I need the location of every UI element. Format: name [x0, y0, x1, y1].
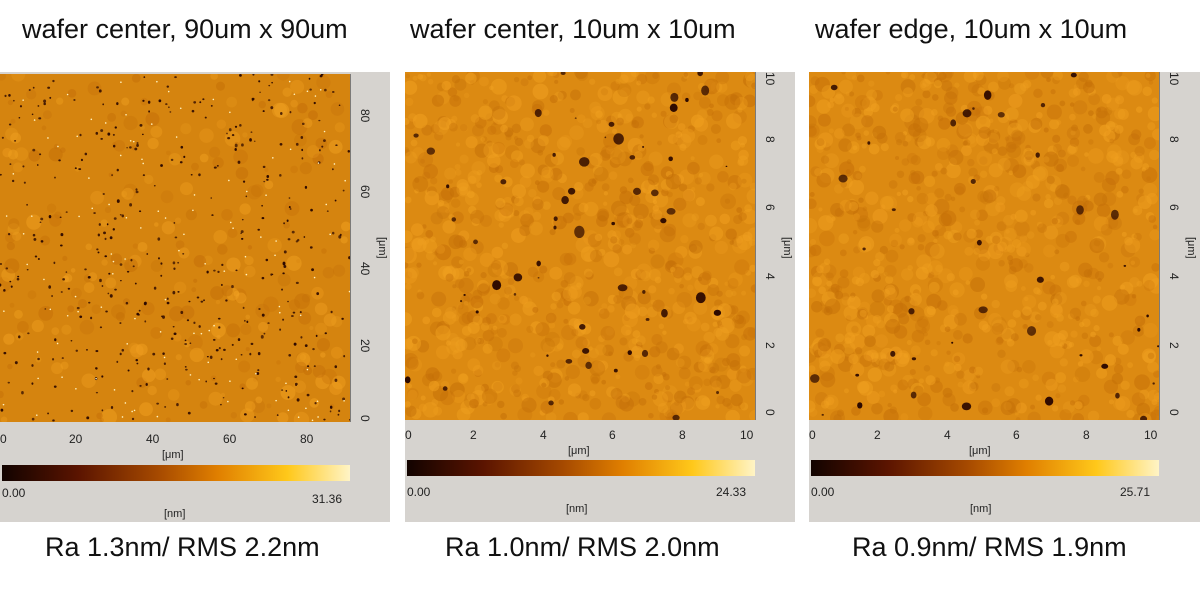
- colorbar-2-min: 0.00: [407, 485, 431, 499]
- y-tick-1-40: 40: [358, 262, 372, 276]
- y-tick-2-2: 2: [763, 342, 777, 349]
- colorbar-2: [407, 460, 755, 476]
- colorbar-3-min: 0.00: [811, 485, 835, 499]
- x-tick-1-40: 40: [146, 432, 160, 446]
- y-unit-3: [μm]: [1185, 237, 1197, 259]
- colorbar-1-min: 0.00: [2, 486, 26, 500]
- colorbar-3-unit: [nm]: [970, 503, 992, 515]
- x-tick-2-2: 2: [470, 428, 477, 442]
- y-tick-2-0: 0: [763, 409, 777, 416]
- colorbar-3: [811, 460, 1159, 476]
- panel-2-title: wafer center, 10um x 10um: [410, 14, 736, 44]
- colorbar-3-max: 25.71: [1120, 485, 1151, 499]
- y-tick-1-20: 20: [358, 339, 372, 353]
- x-tick-3-10: 10: [1144, 428, 1158, 442]
- y-tick-2-8: 8: [763, 136, 777, 143]
- y-tick-1-0: 0: [358, 415, 372, 422]
- x-tick-1-20: 20: [69, 432, 83, 446]
- x-unit-3: [μm]: [969, 445, 991, 457]
- x-tick-1-80: 80: [300, 432, 314, 446]
- colorbar-2-max: 24.33: [716, 485, 747, 499]
- colorbar-1: [2, 465, 350, 481]
- x-tick-3-2: 2: [874, 428, 881, 442]
- y-tick-3-2: 2: [1167, 342, 1181, 349]
- y-tick-3-10: 10: [1167, 72, 1181, 86]
- x-tick-2-10: 10: [740, 428, 754, 442]
- y-tick-3-0: 0: [1167, 409, 1181, 416]
- afm-panel-2: 0 2 4 6 8 10 [μm] 0 2 4 6 8 10 [μm] 0.00…: [405, 72, 795, 522]
- y-unit-2: [μm]: [781, 237, 793, 259]
- afm-panel-3: 0 2 4 6 8 10 [μm] 0 2 4 6 8 10 [μm] 0.00…: [809, 72, 1200, 522]
- y-tick-2-4: 4: [763, 273, 777, 280]
- colorbar-1-unit: [nm]: [164, 508, 186, 520]
- x-tick-1-60: 60: [223, 432, 237, 446]
- y-tick-1-80: 80: [358, 109, 372, 123]
- x-tick-2-4: 4: [540, 428, 547, 442]
- y-tick-2-6: 6: [763, 204, 777, 211]
- afm-scan-image-3: [809, 72, 1159, 420]
- x-tick-3-8: 8: [1083, 428, 1090, 442]
- x-tick-2-0: 0: [405, 428, 412, 442]
- panel-3-caption: Ra 0.9nm/ RMS 1.9nm: [852, 532, 1127, 562]
- y-tick-3-8: 8: [1167, 136, 1181, 143]
- panel-3-title: wafer edge, 10um x 10um: [815, 14, 1128, 44]
- x-tick-3-0: 0: [809, 428, 816, 442]
- colorbar-2-unit: [nm]: [566, 503, 588, 515]
- x-tick-3-4: 4: [944, 428, 951, 442]
- afm-panel-1: 0 20 40 60 80 [μm] 0 20 40 60 80 [μm] 0.…: [0, 72, 390, 522]
- x-tick-2-6: 6: [609, 428, 616, 442]
- panel-1-caption: Ra 1.3nm/ RMS 2.2nm: [45, 532, 320, 562]
- y-tick-1-60: 60: [358, 185, 372, 199]
- x-unit-2: [μm]: [568, 445, 590, 457]
- y-tick-3-4: 4: [1167, 273, 1181, 280]
- colorbar-1-max: 31.36: [312, 492, 343, 506]
- afm-scan-image-1: [0, 74, 350, 422]
- y-tick-2-10: 10: [763, 72, 777, 86]
- panel-2-caption: Ra 1.0nm/ RMS 2.0nm: [445, 532, 720, 562]
- x-unit-1: [μm]: [162, 449, 184, 461]
- x-tick-1-0: 0: [0, 432, 7, 446]
- afm-scan-image-2: [405, 72, 755, 420]
- panel-1-title: wafer center, 90um x 90um: [22, 14, 348, 44]
- y-tick-3-6: 6: [1167, 204, 1181, 211]
- x-tick-2-8: 8: [679, 428, 686, 442]
- y-unit-1: [μm]: [376, 237, 388, 259]
- x-tick-3-6: 6: [1013, 428, 1020, 442]
